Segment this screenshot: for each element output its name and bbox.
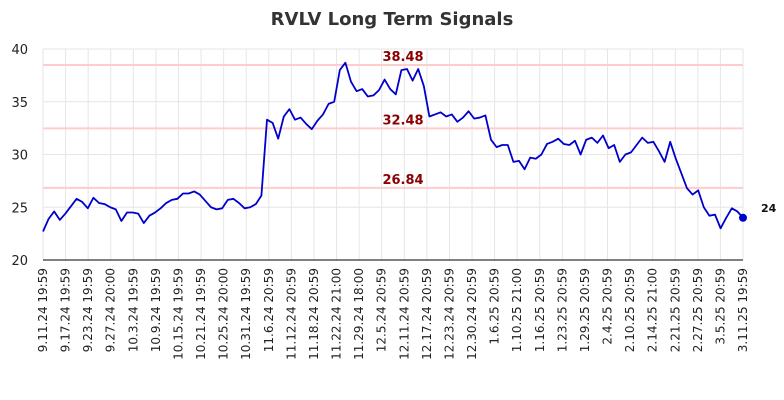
- x-tick-label: 9.17.24 19:59: [59, 268, 73, 352]
- signal-levels: 38.48 32.48 26.84: [43, 50, 743, 189]
- x-tick-label: 3.11.25 19:59: [736, 268, 750, 352]
- x-tick-label: 12.17.24 20:59: [420, 268, 434, 360]
- y-tick-label: 40: [11, 43, 28, 58]
- x-tick-label: 2.27.25 20:59: [691, 268, 705, 352]
- level-label: 26.84: [382, 173, 423, 188]
- x-tick-label: 10.3.24 19:59: [126, 268, 140, 352]
- level-label: 32.48: [382, 113, 423, 128]
- series-line: [42, 61, 744, 232]
- x-tick-label: 1.23.25 20:59: [555, 268, 569, 352]
- last-value-label: 24: [761, 202, 777, 215]
- x-tick-label: 11.12.24 20:59: [284, 268, 298, 360]
- x-tick-label: 10.15.24 19:59: [171, 268, 185, 360]
- y-axis-ticks: 20 25 30 35 40: [11, 43, 28, 269]
- x-tick-label: 10.9.24 19:59: [149, 268, 163, 352]
- price-series: [42, 61, 744, 232]
- x-tick-label: 10.21.24 19:59: [194, 268, 208, 360]
- x-tick-label: 11.18.24 20:59: [307, 268, 321, 360]
- x-tick-label: 11.6.24 20:59: [262, 268, 276, 352]
- y-tick-label: 20: [11, 254, 28, 269]
- y-tick-label: 25: [11, 201, 28, 216]
- x-tick-label: 2.10.25 20:59: [623, 268, 637, 352]
- x-tick-label: 10.31.24 19:59: [239, 268, 253, 360]
- x-tick-label: 10.25.24 20:00: [217, 268, 231, 360]
- level-label: 38.48: [382, 50, 423, 65]
- chart-title: RVLV Long Term Signals: [271, 9, 514, 30]
- x-tick-label: 2.14.25 21:00: [646, 268, 660, 352]
- x-tick-label: 1.29.25 20:59: [578, 268, 592, 352]
- x-tick-label: 11.22.24 21:00: [330, 268, 344, 360]
- x-tick-label: 11.29.24 18:00: [352, 268, 366, 360]
- x-tick-label: 2.21.25 20:59: [668, 268, 682, 352]
- x-tick-label: 1.16.25 20:59: [533, 268, 547, 352]
- x-tick-label: 12.5.24 20:59: [375, 268, 389, 352]
- grid: [42, 48, 744, 261]
- y-tick-label: 30: [11, 149, 28, 164]
- x-tick-label: 2.4.25 20:59: [601, 268, 615, 345]
- y-tick-label: 35: [11, 96, 28, 111]
- last-point: 24: [739, 202, 777, 222]
- last-point-marker: [739, 213, 747, 222]
- x-tick-label: 9.23.24 19:59: [81, 268, 95, 352]
- x-tick-label: 1.10.25 21:00: [510, 268, 524, 352]
- x-tick-label: 3.5.25 20:59: [713, 268, 727, 345]
- x-tick-label: 9.11.24 19:59: [36, 268, 50, 352]
- x-tick-label: 1.6.25 20:59: [488, 268, 502, 345]
- x-tick-label: 12.11.24 20:59: [397, 268, 411, 360]
- x-tick-label: 12.30.24 20:59: [465, 268, 479, 360]
- x-axis-ticks: 9.11.24 19:59 9.17.24 19:59 9.23.24 19:59 9…: [36, 268, 750, 360]
- x-tick-label: 12.23.24 20:59: [442, 268, 456, 360]
- x-tick-label: 9.27.24 20:00: [104, 268, 118, 352]
